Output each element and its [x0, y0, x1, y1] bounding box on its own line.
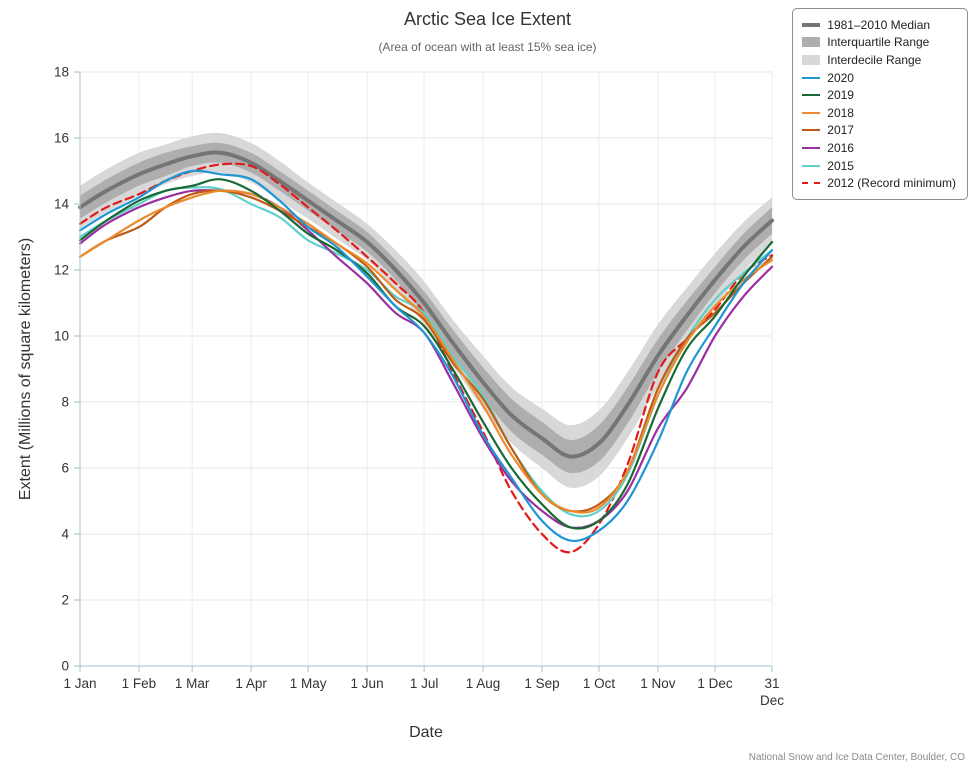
legend-label: 2019: [827, 88, 854, 103]
series-line-2018[interactable]: [78, 189, 774, 514]
legend-label: 2018: [827, 105, 854, 120]
y-tick-label: 0: [61, 659, 69, 674]
legend-item-interdecile-range[interactable]: Interdecile Range: [802, 51, 956, 69]
legend-item-2015[interactable]: 2015: [802, 157, 956, 175]
x-tick-label: 1 Jun: [351, 676, 384, 691]
x-tick-label: 1 Jul: [410, 676, 439, 691]
y-tick-label: 10: [54, 329, 69, 344]
legend-item-2018[interactable]: 2018: [802, 104, 956, 122]
x-tick-label: 1 Aug: [466, 676, 501, 691]
legend-label: 1981–2010 Median: [827, 17, 931, 32]
legend-line-swatch: [802, 182, 821, 185]
legend-line-swatch: [802, 146, 821, 149]
x-tick-label: 1 Dec: [697, 676, 733, 691]
legend-item-1981-2010-median[interactable]: 1981–2010 Median: [802, 16, 956, 34]
chart-subtitle: (Area of ocean with at least 15% sea ice…: [378, 40, 597, 54]
x-tick-label: 1 Apr: [235, 676, 267, 691]
x-axis-title: Date: [409, 724, 443, 741]
legend-label: 2016: [827, 140, 854, 155]
x-tick-label: 1 Nov: [640, 676, 676, 691]
x-tick-label: 1 Jan: [63, 676, 96, 691]
legend-item-2016[interactable]: 2016: [802, 139, 956, 157]
y-tick-label: 8: [61, 395, 69, 410]
legend-label: 2020: [827, 70, 854, 85]
y-axis-title: Extent (Millions of square kilometers): [17, 237, 34, 501]
chart-title: Arctic Sea Ice Extent: [403, 9, 572, 29]
y-tick-label: 4: [61, 527, 69, 542]
legend-item-2012-record-minimum[interactable]: 2012 (Record minimum): [802, 174, 956, 192]
legend-line-swatch: [802, 129, 821, 132]
legend-band-swatch: [802, 54, 821, 65]
legend-item-2020[interactable]: 2020: [802, 69, 956, 87]
legend-label: 2017: [827, 123, 854, 138]
x-tick-label: 1 Sep: [524, 676, 559, 691]
legend-item-interquartile-range[interactable]: Interquartile Range: [802, 34, 956, 52]
legend-line-swatch: [802, 111, 821, 114]
x-tick-label: 1 Mar: [175, 676, 210, 691]
legend-label: Interquartile Range: [827, 35, 930, 50]
y-tick-label: 18: [54, 65, 69, 80]
y-tick-label: 2: [61, 593, 69, 608]
legend-label: 2015: [827, 158, 854, 173]
y-tick-label: 14: [54, 197, 70, 212]
x-tick-label: 1 May: [290, 676, 327, 691]
y-tick-label: 6: [61, 461, 69, 476]
legend-line-swatch: [802, 76, 821, 79]
legend-band-swatch: [802, 37, 821, 48]
median-line[interactable]: [78, 150, 774, 459]
attribution: National Snow and Ice Data Center, Bould…: [748, 752, 965, 763]
legend-line-swatch: [802, 22, 821, 27]
legend-item-2017[interactable]: 2017: [802, 122, 956, 140]
series-line-2019[interactable]: [78, 178, 774, 530]
legend-line-swatch: [802, 164, 821, 167]
y-tick-label: 12: [54, 263, 69, 278]
y-tick-label: 16: [54, 131, 69, 146]
legend-line-swatch: [802, 94, 821, 97]
x-tick-label: 31 Dec: [760, 676, 784, 708]
series-line-2017[interactable]: [78, 189, 774, 513]
series-line-2020[interactable]: [78, 169, 774, 543]
legend: 1981–2010 Median Interquartile Range Inter…: [792, 8, 968, 200]
legend-item-2019[interactable]: 2019: [802, 86, 956, 104]
legend-label: 2012 (Record minimum): [827, 176, 956, 191]
x-tick-label: 1 Feb: [122, 676, 157, 691]
x-tick-label: 1 Oct: [583, 676, 616, 691]
legend-label: Interdecile Range: [827, 52, 922, 67]
